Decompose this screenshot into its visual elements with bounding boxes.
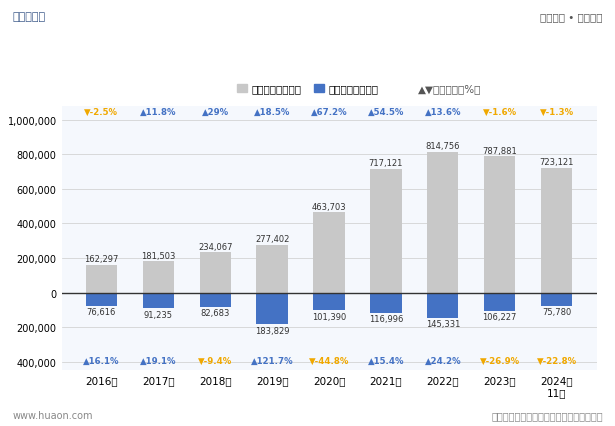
Text: ▼-44.8%: ▼-44.8% (309, 356, 349, 365)
Bar (256, 293, 288, 325)
Text: 181,503: 181,503 (141, 251, 175, 260)
Text: 723,121: 723,121 (539, 158, 574, 167)
Text: 234,067: 234,067 (198, 242, 232, 251)
Text: 116,996: 116,996 (369, 314, 403, 323)
Bar (541, 168, 572, 293)
Text: ▲24.2%: ▲24.2% (424, 356, 461, 365)
Bar (427, 152, 458, 293)
Text: ▲13.6%: ▲13.6% (424, 108, 461, 117)
Bar (86, 265, 117, 293)
Bar (541, 293, 572, 306)
Text: ▼-1.3%: ▼-1.3% (539, 108, 574, 117)
Text: ▼-22.8%: ▼-22.8% (536, 356, 577, 365)
Text: 75,780: 75,780 (542, 308, 571, 317)
Bar (200, 293, 231, 307)
Text: 162,297: 162,297 (84, 255, 119, 264)
Text: 数据来源：中国海关，华经产业研究院整理: 数据来源：中国海关，华经产业研究院整理 (491, 410, 603, 420)
Text: 2016-2024年11月滁州市(境内目的地/货源地)进、出口额: 2016-2024年11月滁州市(境内目的地/货源地)进、出口额 (146, 46, 469, 64)
Bar (370, 169, 402, 293)
Text: 463,703: 463,703 (312, 202, 346, 211)
Bar (370, 293, 402, 313)
Text: ▲67.2%: ▲67.2% (311, 108, 347, 117)
Bar (314, 213, 344, 293)
Text: ▼-2.5%: ▼-2.5% (84, 108, 119, 117)
Text: 华经情报网: 华经情报网 (12, 12, 46, 22)
Text: 814,756: 814,756 (426, 142, 460, 151)
Bar (484, 157, 515, 293)
Bar (143, 293, 174, 309)
Bar (143, 262, 174, 293)
Text: www.huaon.com: www.huaon.com (12, 410, 93, 420)
Text: 145,331: 145,331 (426, 320, 460, 328)
Text: 183,829: 183,829 (255, 326, 290, 335)
Text: ▲15.4%: ▲15.4% (368, 356, 404, 365)
Bar (484, 293, 515, 311)
Bar (314, 293, 344, 311)
Text: 106,227: 106,227 (483, 313, 517, 322)
Legend: 出口额（万美元）, 进口额（万美元）: 出口额（万美元）, 进口额（万美元） (232, 81, 383, 98)
Text: ▲29%: ▲29% (202, 108, 229, 117)
Bar (86, 293, 117, 306)
Bar (427, 293, 458, 318)
Bar (200, 253, 231, 293)
Text: ▼-9.4%: ▼-9.4% (198, 356, 232, 365)
Text: 82,683: 82,683 (200, 308, 230, 317)
Text: 91,235: 91,235 (144, 310, 173, 319)
Text: ▲19.1%: ▲19.1% (140, 356, 177, 365)
Text: 101,390: 101,390 (312, 312, 346, 321)
Text: ▲▼同比增长（%）: ▲▼同比增长（%） (418, 84, 482, 95)
Text: 717,121: 717,121 (369, 159, 403, 168)
Text: 787,881: 787,881 (482, 147, 517, 155)
Text: 专业严谨 • 客观科学: 专业严谨 • 客观科学 (540, 12, 603, 22)
Text: ▲11.8%: ▲11.8% (140, 108, 177, 117)
Bar (256, 245, 288, 293)
Text: ▲121.7%: ▲121.7% (251, 356, 293, 365)
Text: ▲18.5%: ▲18.5% (254, 108, 290, 117)
Text: 76,616: 76,616 (87, 308, 116, 317)
Text: ▲54.5%: ▲54.5% (368, 108, 404, 117)
Text: ▼-1.6%: ▼-1.6% (483, 108, 517, 117)
Text: 277,402: 277,402 (255, 235, 289, 244)
Text: ▼-26.9%: ▼-26.9% (480, 356, 520, 365)
Text: ▲16.1%: ▲16.1% (83, 356, 120, 365)
